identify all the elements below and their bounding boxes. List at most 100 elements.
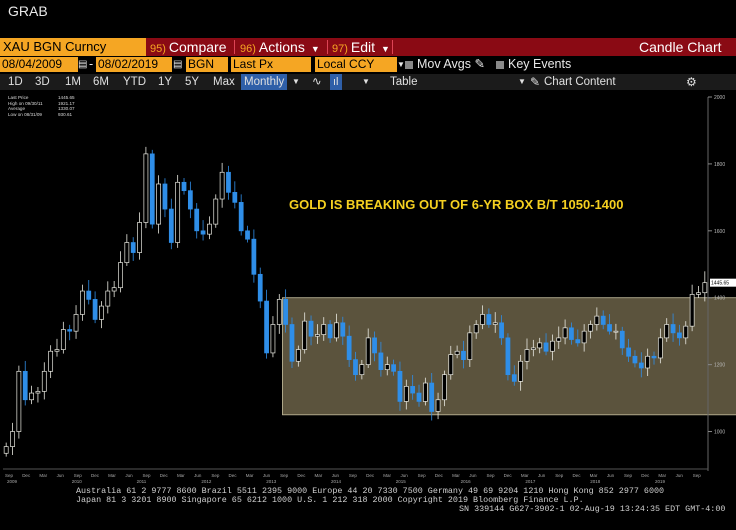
candle-body	[435, 399, 441, 412]
source-field[interactable]: BGN	[186, 57, 228, 72]
candle-body	[442, 374, 447, 401]
table-button[interactable]: Table	[390, 76, 418, 88]
pencil-icon[interactable]: ✎	[530, 75, 541, 89]
x-year-label: 2016	[461, 479, 472, 484]
x-tick-label: Sep	[143, 473, 152, 478]
candle-body	[556, 337, 562, 342]
legend-label: Low on 08/31/09	[8, 111, 42, 117]
legend-label: High on 09/30/11	[8, 100, 43, 106]
x-tick-label: Dec	[297, 473, 306, 478]
period-1y[interactable]: 1Y	[158, 76, 173, 88]
gear-icon[interactable]: ⚙	[686, 75, 697, 89]
candle-body	[480, 314, 485, 325]
candle-body	[67, 329, 73, 332]
candle-body	[689, 294, 695, 327]
candle-body	[569, 327, 574, 340]
candle-body	[492, 322, 498, 325]
compare-button[interactable]: 95) Compare	[150, 39, 227, 55]
candle-body	[607, 324, 612, 332]
candle-body	[194, 208, 200, 232]
x-year-label: 2011	[137, 479, 147, 484]
candle-body	[473, 324, 479, 334]
y-tick-label: 1200	[714, 363, 725, 369]
chevron-down-icon[interactable]: ▼	[518, 77, 526, 86]
candle-body	[315, 334, 320, 337]
legend-value: 930.61	[58, 111, 73, 117]
end-date-field[interactable]: 08/02/2019	[96, 57, 172, 72]
chart-type-label[interactable]: Candle Chart	[639, 39, 722, 55]
x-tick-label: Jun	[57, 473, 65, 478]
candle-body	[80, 290, 85, 315]
candle-body	[365, 337, 371, 365]
candle-body	[321, 324, 327, 335]
calendar-icon[interactable]: ▤	[78, 59, 88, 70]
x-tick-label: Sep	[74, 473, 83, 478]
x-tick-label: Sep	[5, 473, 14, 478]
candle-body	[29, 392, 34, 401]
x-year-label: 2014	[331, 479, 342, 484]
candle-body	[683, 325, 689, 339]
last-value-label: 1445.65	[711, 281, 729, 287]
candle-body	[524, 349, 530, 362]
candle-body	[657, 337, 663, 359]
candle-body	[118, 262, 123, 289]
period-1d[interactable]: 1D	[8, 76, 23, 88]
legend-label: Last Price	[8, 95, 29, 100]
chevron-down-icon[interactable]: ▼	[292, 77, 300, 86]
key-events-toggle[interactable]: Key Events	[496, 57, 571, 72]
edit-button[interactable]: 97) Edit ▼	[332, 39, 390, 55]
chart-content-button[interactable]: Chart Content	[544, 76, 616, 88]
period-1m[interactable]: 1M	[65, 76, 81, 88]
candle-body	[530, 347, 536, 350]
price-field[interactable]: Last Px	[231, 57, 311, 72]
period-ytd[interactable]: YTD	[123, 76, 146, 88]
candle-body	[486, 314, 492, 325]
x-year-label: 2019	[655, 479, 666, 484]
candle-body	[651, 355, 657, 359]
candle-body	[156, 183, 161, 225]
security-field[interactable]: XAU BGN Curncy	[0, 38, 146, 56]
candle-chart-icon[interactable]: ıl	[330, 74, 342, 90]
candle-body	[251, 238, 257, 275]
candle-body	[353, 359, 358, 376]
candle-body	[276, 299, 282, 325]
candle-body	[10, 431, 15, 447]
candle-body	[518, 360, 524, 382]
footer-line2: Japan 81 3 3201 8900 Singapore 65 6212 1…	[76, 495, 584, 505]
candle-body	[461, 350, 466, 360]
candle-body	[384, 364, 390, 371]
candle-body	[137, 222, 142, 253]
currency-field[interactable]: Local CCY	[315, 57, 397, 72]
chevron-down-icon[interactable]: ▼	[362, 77, 370, 86]
x-tick-label: Sep	[211, 473, 220, 478]
calendar-icon[interactable]: ▤	[173, 59, 183, 70]
mov-avgs-toggle[interactable]: Mov Avgs ✎	[405, 57, 485, 72]
x-tick-label: Dec	[91, 473, 100, 478]
period-5y[interactable]: 5Y	[185, 76, 200, 88]
candle-body	[35, 391, 41, 394]
x-tick-label: Dec	[229, 473, 238, 478]
x-tick-label: Mar	[590, 473, 598, 478]
start-date-field[interactable]: 08/04/2009	[0, 57, 78, 72]
x-tick-label: Sep	[349, 473, 358, 478]
actions-button[interactable]: 96) Actions ▼	[240, 39, 320, 55]
chart-area[interactable]: 1000 1200 1400 1600 1800 2000 1445.65 Sep Dec Mar…	[0, 91, 736, 491]
candle-body	[448, 354, 454, 376]
period-max[interactable]: Max	[213, 76, 235, 88]
x-tick-label: Mar	[246, 473, 254, 478]
x-tick-label: Dec	[641, 473, 650, 478]
candle-body	[454, 350, 460, 355]
candle-body	[619, 330, 625, 349]
candle-body	[54, 349, 60, 352]
chevron-down-icon[interactable]: ▼	[397, 60, 405, 69]
legend-value: 1921.17	[58, 100, 75, 106]
x-tick-label: Mar	[108, 473, 116, 478]
candle-body	[613, 330, 619, 333]
window-titlebar: GRAB	[0, 0, 736, 36]
legend-value: 1330.07	[58, 106, 75, 112]
period-3d[interactable]: 3D	[35, 76, 50, 88]
x-year-label: 2017	[525, 479, 536, 484]
frequency-select[interactable]: Monthly	[241, 74, 288, 90]
line-chart-icon[interactable]: ∿	[312, 76, 322, 88]
period-6m[interactable]: 6M	[93, 76, 109, 88]
